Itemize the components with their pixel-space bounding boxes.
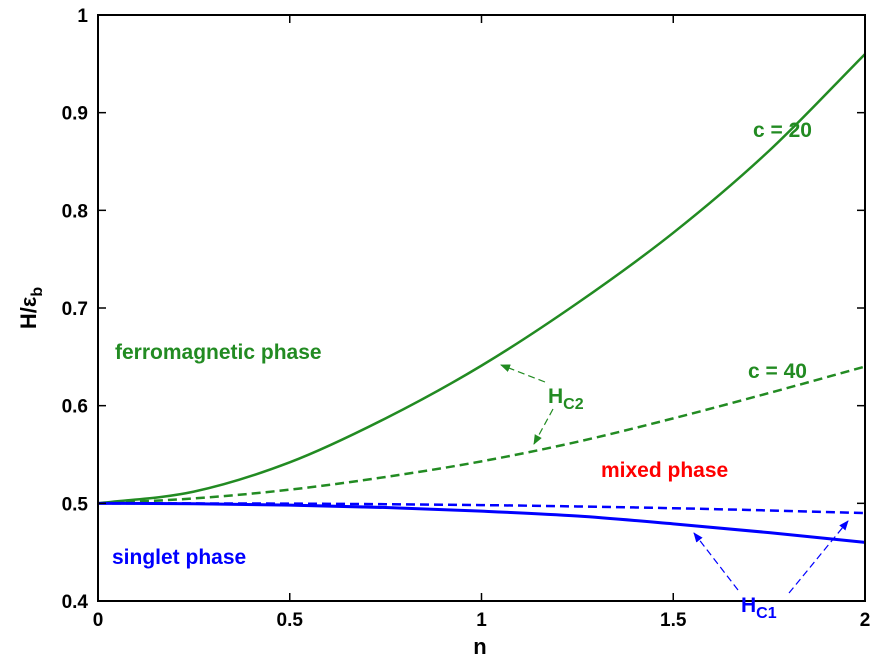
- annotation-mixed-phase: mixed phase: [601, 459, 728, 482]
- hc2-arrow-to-dashed: [533, 408, 554, 445]
- series-hc1-solid: [97, 501, 866, 544]
- annotation-hc2-main: H: [548, 385, 563, 408]
- x-tick-label: 2: [860, 610, 871, 631]
- x-tick-label: 1.5: [660, 610, 687, 631]
- annotation-singlet-phase: singlet phase: [112, 546, 246, 569]
- x-tick-label: 0: [93, 610, 104, 631]
- hc2-arrow-to-solid: [500, 364, 546, 383]
- series-hc1-dashed: [97, 502, 866, 515]
- plot-frame: [97, 14, 866, 602]
- tick-layer: 0 0.5 1 1.5 2 0.4 0.5 0.6 0.7 0.8 0.9 1: [62, 6, 871, 631]
- y-axis-title: H/εb: [16, 287, 46, 329]
- series-layer: [97, 53, 866, 544]
- annotation-hc2: HC2: [548, 385, 584, 413]
- annotation-c40: c = 40: [748, 360, 807, 383]
- y-tick-label: 0.8: [62, 201, 88, 222]
- y-tick-label: 0.6: [62, 397, 88, 418]
- x-tick-label: 0.5: [277, 610, 304, 631]
- y-axis-title-subscript: b: [29, 287, 46, 297]
- series-hc2-c20-solid: [97, 53, 866, 505]
- y-tick-label: 0.5: [62, 494, 89, 515]
- y-axis-title-main: H/ε: [16, 296, 41, 329]
- y-tick-label: 1: [77, 6, 88, 27]
- x-axis-title: n: [473, 634, 486, 659]
- y-tick-label: 0.9: [62, 104, 88, 125]
- hc1-arrow-to-solid: [693, 532, 739, 591]
- annotation-hc1: HC1: [741, 594, 777, 622]
- annotation-ferromagnetic-phase: ferromagnetic phase: [115, 341, 322, 364]
- y-tick-label: 0.7: [62, 299, 88, 320]
- hc1-arrow-to-dashed: [788, 520, 849, 594]
- x-tick-label: 1: [476, 610, 487, 631]
- annotation-c20: c = 20: [753, 119, 812, 142]
- series-hc2-c40-dashed: [97, 365, 866, 505]
- y-tick-label: 0.4: [62, 592, 89, 613]
- annotation-hc2-subscript: C2: [563, 396, 584, 413]
- annotation-hc1-main: H: [741, 594, 756, 617]
- annotation-hc1-subscript: C1: [756, 605, 777, 622]
